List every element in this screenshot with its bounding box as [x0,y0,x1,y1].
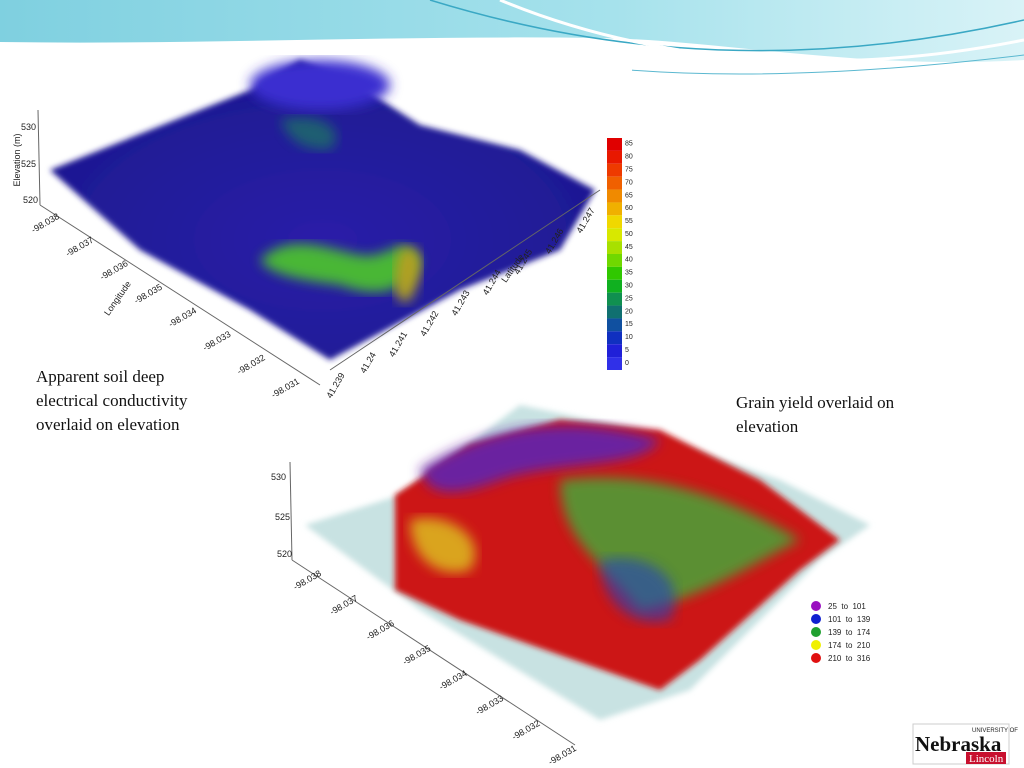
logo-small: UNIVERSITY OF [972,728,1018,734]
axis-label: Elevation (m) [12,133,22,186]
colorbar-label: 70 [625,179,633,186]
colorbar-cell [607,150,622,164]
logo-campus: Lincoln [969,753,1004,765]
caption: electrical conductivity [36,391,188,410]
colorbar-label: 35 [625,270,633,277]
terrain-region [600,558,676,622]
colorbar-cell [607,357,622,370]
z-tick-label: 530 [271,472,286,482]
banner-line [629,54,1024,75]
terrain-peak [250,60,390,110]
colorbar-cell [607,215,622,229]
terrain-highlight [280,117,337,150]
legend-label: 139 to 174 [828,628,871,637]
terrain [50,60,595,360]
z-axis [289,461,293,561]
colorbar-label: 75 [625,167,633,174]
caption: elevation [736,417,799,436]
colorbar-label: 30 [625,283,633,290]
colorbar-cell [607,254,622,267]
terrain-region [410,518,476,573]
y-axis [329,189,601,371]
colorbar-label: 10 [625,334,633,341]
z-tick-label: 520 [277,549,292,559]
caption: Grain yield overlaid on [736,393,895,412]
colorbar-cell [607,266,622,280]
colorbar-cell [607,331,622,345]
colorbar-label: 5 [625,347,629,354]
colorbar-label: 40 [625,257,633,264]
legend: 25 to 101 101 to 139 139 to 174 174 to 210 2… [811,601,871,663]
terrain-highlight [260,243,420,292]
colorbar-label: 60 [625,205,633,212]
x-axis [291,559,576,746]
colorbar-label: 0 [625,360,629,367]
legend-label: 174 to 210 [828,641,871,650]
colorbar-cell [607,176,622,190]
colorbar-cell [607,241,622,254]
banner-line [499,0,1024,63]
colorbar-label: 65 [625,192,633,199]
colorbar-label: 25 [625,295,633,302]
logo-box [966,752,1006,764]
terrain-region [420,425,660,492]
colorbar-label: 20 [625,308,633,315]
legend-marker [811,614,821,624]
colorbar-label: 80 [625,154,633,161]
banner-line [429,0,1024,52]
caption: Apparent soil deep [36,367,164,386]
logo: UNIVERSITY OF Nebraska Lincoln [912,723,1018,765]
colorbar-cell [607,344,622,358]
colorbar-cell [607,292,622,306]
colorbar-cell [607,202,622,216]
legend-marker [811,601,821,611]
colorbar-cell [607,318,622,332]
colorbar-cell [607,305,622,319]
colorbar-cell [607,189,622,203]
z-tick-label: 525 [21,159,36,169]
z-tick-label: 525 [275,512,290,522]
legend-marker [811,640,821,650]
colorbar-cell [607,138,622,151]
colorbar-label: 85 [625,141,633,148]
z-axis [37,109,41,206]
legend-label: 101 to 139 [828,615,871,624]
z-tick-label: 530 [21,122,36,132]
x-axis [39,204,321,386]
legend-label: 25 to 101 [828,602,866,611]
banner [0,0,1024,63]
colorbar-label: 50 [625,231,633,238]
figure-1: Elevation (m) Longitude Latitude 8580757… [0,45,633,386]
legend-marker [811,653,821,663]
z-tick-label: 520 [23,195,38,205]
legend-marker [811,627,821,637]
colorbar-label: 55 [625,218,633,225]
colorbar-label: 15 [625,321,633,328]
colorbar-cell [607,279,622,293]
colorbar-label: 45 [625,244,633,251]
caption: overlaid on elevation [36,415,180,434]
figure-2: 25 to 101 101 to 139 139 to 174 174 to 210 2… [265,390,885,768]
colorbar-cell [607,163,622,177]
colorbar-cell [607,228,622,242]
legend-label: 210 to 316 [828,654,871,663]
terrain-highlight [394,247,421,302]
